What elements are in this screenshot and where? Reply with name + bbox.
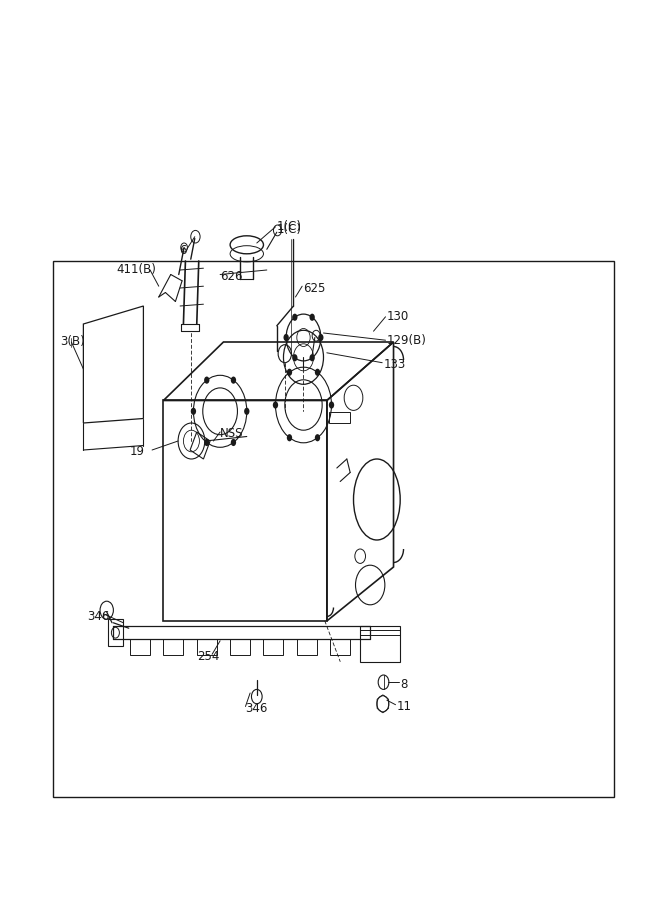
- Circle shape: [283, 334, 289, 341]
- Bar: [360, 626, 400, 662]
- Bar: [330, 639, 350, 655]
- Circle shape: [204, 376, 209, 383]
- Text: 1(C): 1(C): [277, 223, 301, 236]
- Circle shape: [292, 355, 297, 362]
- Circle shape: [231, 439, 236, 446]
- Circle shape: [292, 313, 297, 320]
- Circle shape: [329, 401, 334, 409]
- Bar: [53, 261, 614, 796]
- Circle shape: [231, 376, 236, 383]
- Text: 8: 8: [400, 678, 408, 690]
- Circle shape: [273, 401, 278, 409]
- Circle shape: [191, 408, 196, 415]
- Text: 19: 19: [130, 446, 145, 458]
- Text: 625: 625: [303, 282, 326, 294]
- Circle shape: [309, 355, 315, 362]
- Text: 3(B): 3(B): [60, 336, 85, 348]
- Text: 346: 346: [87, 610, 109, 623]
- Bar: [263, 639, 283, 655]
- Circle shape: [309, 313, 315, 320]
- Text: 626: 626: [220, 270, 243, 283]
- Bar: [130, 639, 150, 655]
- Circle shape: [315, 369, 320, 376]
- Text: 133: 133: [384, 358, 406, 371]
- Text: 6: 6: [179, 244, 186, 256]
- Text: 1(C): 1(C): [277, 220, 301, 233]
- Bar: [230, 639, 250, 655]
- Bar: [360, 630, 400, 634]
- Text: 130: 130: [387, 310, 409, 323]
- Circle shape: [287, 434, 292, 441]
- Bar: [163, 639, 183, 655]
- Circle shape: [204, 439, 209, 446]
- Text: 346: 346: [245, 702, 268, 715]
- Bar: [108, 619, 123, 646]
- Text: 129(B): 129(B): [387, 334, 427, 346]
- Circle shape: [287, 369, 292, 376]
- Text: 11: 11: [397, 700, 412, 713]
- Bar: [297, 639, 317, 655]
- Text: 411(B): 411(B): [117, 264, 157, 276]
- Circle shape: [318, 334, 323, 341]
- Text: NSS: NSS: [220, 428, 243, 440]
- Circle shape: [244, 408, 249, 415]
- Bar: [197, 639, 217, 655]
- Circle shape: [315, 434, 320, 441]
- Text: 254: 254: [197, 651, 219, 663]
